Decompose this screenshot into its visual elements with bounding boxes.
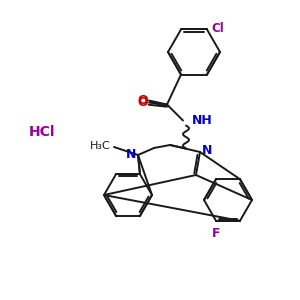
Text: N: N bbox=[202, 145, 212, 158]
Text: HCl: HCl bbox=[29, 125, 55, 139]
Text: H₃C: H₃C bbox=[90, 141, 111, 151]
Text: F: F bbox=[212, 227, 220, 240]
Text: O: O bbox=[138, 94, 148, 107]
Text: Cl: Cl bbox=[211, 22, 224, 35]
Text: N: N bbox=[126, 148, 136, 160]
Text: O: O bbox=[138, 96, 148, 109]
Text: NH: NH bbox=[192, 114, 213, 127]
